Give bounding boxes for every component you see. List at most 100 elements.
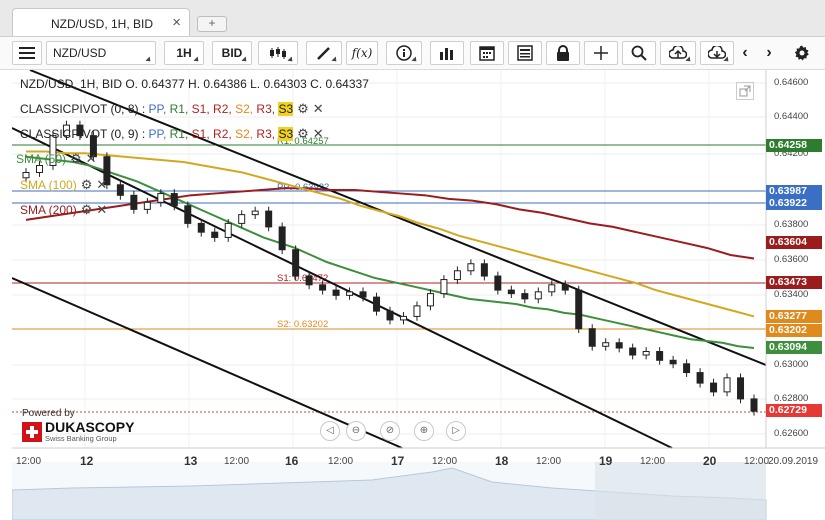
price-tag-sma100: 0.63277 — [766, 310, 822, 323]
tab-bar: NZD/USD, 1H, BID × + — [0, 0, 825, 37]
lock-icon[interactable] — [546, 41, 580, 65]
close-icon[interactable]: ✕ — [96, 177, 108, 192]
volume-bars-icon[interactable] — [430, 41, 464, 65]
chart-area[interactable]: R1: 0.64257 PP: 0.63922 S1: 0.63472 S2: … — [12, 70, 825, 520]
candle — [62, 124, 70, 137]
y-tick: 0.62800 — [774, 393, 809, 404]
x-tick: 17 — [391, 454, 405, 468]
candle — [453, 270, 461, 281]
s2-label: S2, — [235, 127, 254, 141]
zoom-out-icon[interactable]: ⊖ — [346, 421, 366, 441]
sma100-legend[interactable]: SMA (100) ⚙ ✕ — [20, 177, 107, 193]
close-icon[interactable]: ✕ — [312, 126, 324, 141]
draw-line-icon[interactable] — [306, 41, 342, 65]
news-icon[interactable] — [508, 41, 542, 65]
price-tag-pp2: 0.63922 — [766, 197, 822, 210]
candle — [669, 359, 677, 365]
download-icon[interactable] — [700, 41, 734, 65]
period-selector[interactable]: 1H — [164, 41, 204, 65]
gear-icon[interactable]: ⚙ — [70, 151, 82, 166]
close-icon[interactable]: × — [172, 14, 181, 31]
gear-icon[interactable]: ⚙ — [80, 202, 93, 217]
price-tag-r1: 0.64258 — [766, 139, 822, 152]
pivot2-legend[interactable]: CLASSICPIVOT (0, 9) : PP, R1, S1, R2, S2… — [20, 126, 324, 142]
hamburger-menu-icon[interactable] — [12, 41, 42, 65]
candle — [467, 263, 475, 272]
price-tag-s2: 0.63202 — [766, 324, 822, 337]
x-tick: 13 — [184, 454, 198, 468]
ohlc-legend: NZD/USD, 1H, BID O. 0.64377 H. 0.64386 L… — [20, 77, 369, 91]
candle — [534, 291, 542, 300]
gear-icon[interactable]: ⚙ — [297, 101, 309, 116]
s2-level-label: S2: 0.63202 — [277, 319, 328, 330]
y-tick: 0.63600 — [774, 254, 809, 265]
expand-icon[interactable] — [736, 82, 754, 100]
candle — [737, 377, 745, 400]
close-icon[interactable]: ✕ — [96, 202, 108, 217]
pp-label: PP, — [148, 102, 167, 116]
forward-icon[interactable]: › — [766, 44, 772, 61]
candle — [130, 194, 138, 210]
scroll-left-icon[interactable]: ◁ — [320, 421, 340, 441]
close-icon[interactable]: ✕ — [85, 151, 97, 166]
gear-icon[interactable]: ⚙ — [80, 177, 93, 192]
brand-name: DUKASCOPY — [45, 419, 135, 435]
upload-icon[interactable] — [660, 41, 696, 65]
candle — [696, 372, 704, 384]
pivot1-legend[interactable]: CLASSICPIVOT (0, 8) : PP, R1, S1, R2, S2… — [20, 101, 324, 117]
chart-type-icon[interactable] — [258, 41, 298, 65]
sma200-legend[interactable]: SMA (200) ⚙ ✕ — [20, 202, 107, 218]
close-icon[interactable]: ✕ — [312, 101, 324, 116]
pivot2-name: CLASSICPIVOT (0, 9) — [20, 127, 139, 141]
y-tick: 0.64200 — [774, 148, 809, 159]
gear-icon[interactable]: ⚙ — [297, 126, 309, 141]
back-icon[interactable]: ‹ — [742, 44, 748, 61]
s2-label: S2, — [235, 102, 254, 116]
function-icon[interactable]: f(x) — [346, 41, 378, 65]
reset-icon[interactable]: ⊘ — [380, 421, 400, 441]
candle — [710, 382, 718, 393]
y-tick: 0.63000 — [774, 359, 809, 370]
candle — [197, 222, 205, 233]
toolbar: NZD/USD 1H BID f(x) ‹ › — [0, 37, 825, 70]
candle — [723, 377, 731, 393]
pivot1-name: CLASSICPIVOT (0, 8) — [20, 102, 139, 116]
sma200-label: SMA (200) — [20, 203, 77, 217]
candle — [103, 156, 111, 186]
symbol-label: NZD/USD — [53, 46, 107, 60]
r3-label: R3, — [256, 102, 276, 116]
r1-label: R1, — [169, 127, 189, 141]
price-tag-sma50: 0.63094 — [766, 341, 822, 354]
powered-by-label: Powered by — [22, 408, 75, 419]
x-tick: 12:00 — [432, 456, 458, 467]
symbol-selector[interactable]: NZD/USD — [46, 41, 156, 65]
add-tab-icon[interactable]: + — [197, 16, 227, 32]
candle — [265, 210, 273, 228]
candle — [35, 164, 43, 174]
sma50-legend[interactable]: SMA (50) ⚙ ✕ — [16, 151, 97, 167]
zoom-icon[interactable] — [622, 41, 656, 65]
y-tick: 0.64600 — [774, 77, 809, 88]
pivot2-sep: : — [138, 127, 149, 141]
period-label: 1H — [176, 46, 192, 60]
settings-icon[interactable] — [788, 41, 816, 65]
r2-label: R2, — [213, 127, 232, 141]
candle — [116, 184, 124, 196]
price-chart[interactable]: R1: 0.64257 PP: 0.63922 S1: 0.63472 S2: … — [12, 70, 825, 520]
side-selector[interactable]: BID — [212, 41, 252, 65]
brand-tagline: Swiss Banking Group — [45, 434, 117, 443]
crosshair-icon[interactable] — [584, 41, 618, 65]
info-icon[interactable] — [386, 41, 422, 65]
zoom-in-icon[interactable]: ⊕ — [414, 421, 434, 441]
scroll-right-icon[interactable]: ▷ — [446, 421, 466, 441]
candle — [224, 222, 232, 238]
chart-tab[interactable]: NZD/USD, 1H, BID × — [12, 8, 190, 36]
candle — [170, 193, 178, 207]
dukascopy-logo: DUKASCOPY Swiss Banking Group — [22, 420, 134, 443]
candle — [683, 363, 691, 374]
calendar-icon[interactable] — [470, 41, 504, 65]
candle — [629, 347, 637, 356]
pivot1-sep: : — [138, 102, 149, 116]
candle — [157, 193, 165, 203]
candle — [588, 328, 596, 347]
